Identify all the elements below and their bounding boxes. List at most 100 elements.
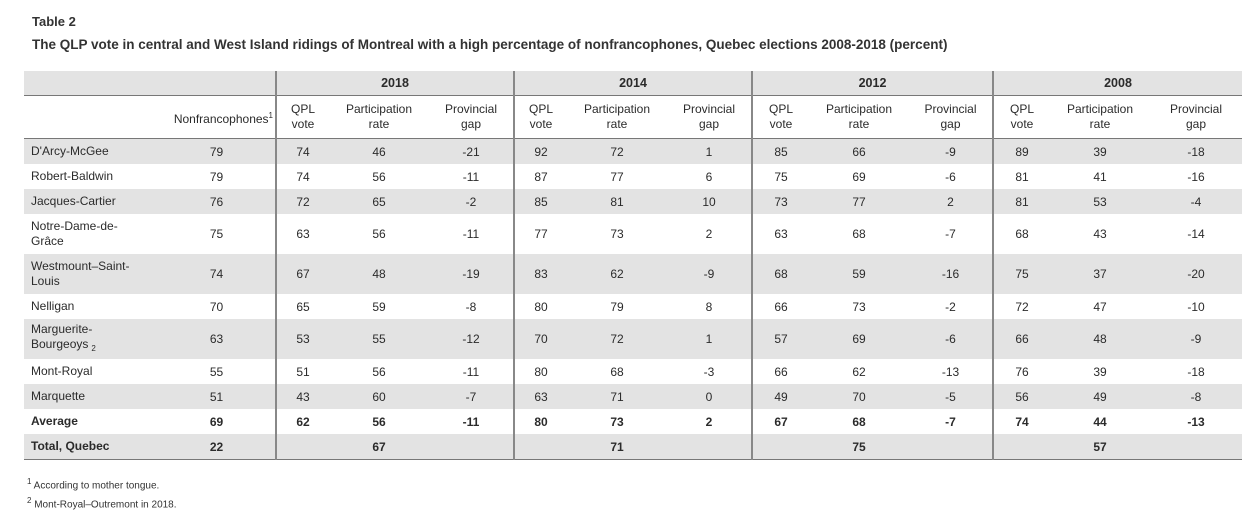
provincial-gap-value: -20 — [1150, 254, 1243, 294]
provincial-gap-value: -18 — [1150, 359, 1243, 384]
provincial-gap-value: 1 — [667, 319, 752, 359]
table-row: Marguerite- Bourgeoys 2 63 53 55 -12 70 72 1 57 69-… — [24, 319, 1243, 359]
empty-cell — [667, 434, 752, 460]
header-line: Provincial — [444, 102, 498, 116]
qpl-vote-value: 43 — [275, 384, 329, 409]
participation-rate-value: 41 — [1050, 164, 1150, 189]
election-table: 2018 2014 2012 2008 Nonfrancophones1 QPL… — [24, 71, 1243, 460]
provincial-gap-value: -10 — [1150, 294, 1243, 319]
qpl-vote-header: QPL vote — [992, 95, 1050, 139]
header-line: vote — [1010, 117, 1034, 131]
header-line: Participation — [583, 102, 651, 116]
nonfranco-value: 75 — [158, 214, 276, 254]
nonfranco-value: 22 — [158, 434, 276, 460]
participation-rate-value: 59 — [809, 254, 909, 294]
table-row: Average 69 62 56 -11 80 73 2 67 68 -7 74 44 -13 — [24, 409, 1243, 434]
qpl-vote-value: 67 — [275, 254, 329, 294]
participation-rate-value: 62 — [567, 254, 667, 294]
provincial-gap-value: -7 — [429, 384, 514, 409]
nonfranco-label: Nonfrancophones — [173, 111, 269, 126]
table-row: Marquette 51 43 60 -7 63 71 0 49 70 -5 56 49 -8 — [24, 384, 1243, 409]
participation-rate-value: 66 — [809, 138, 909, 164]
provincial-gap-value: -16 — [1150, 164, 1243, 189]
qpl-vote-header: QPL vote — [751, 95, 809, 139]
nonfranco-value: 74 — [158, 254, 276, 294]
qpl-vote-value: 66 — [751, 359, 809, 384]
riding-name-line: Notre-Dame-de- — [31, 219, 118, 233]
riding-name: Marguerite- Bourgeoys 2 — [24, 319, 158, 359]
qpl-vote-value: 85 — [513, 189, 567, 214]
provincial-gap-value: -16 — [909, 254, 993, 294]
participation-rate-value: 68 — [567, 359, 667, 384]
footnote-text: Mont-Royal–Outremont in 2018. — [31, 499, 177, 511]
provincial-gap-value: -7 — [909, 214, 993, 254]
qpl-vote-value: 81 — [992, 164, 1050, 189]
participation-rate-value: 53 — [1050, 189, 1150, 214]
participation-rate-value: 81 — [567, 189, 667, 214]
riding-name: Nelligan — [24, 294, 158, 319]
header-line: rate — [606, 117, 628, 131]
provincial-gap-value: -3 — [667, 359, 752, 384]
provincial-gap-value: 0 — [667, 384, 752, 409]
provincial-gap-value: -11 — [429, 359, 514, 384]
table-row: Notre-Dame-de- Grâce 75 63 56 -11 77 73 2 63 68 -7 6… — [24, 214, 1243, 254]
year-header-2018: 2018 — [275, 71, 514, 96]
qpl-vote-value: 73 — [751, 189, 809, 214]
qpl-vote-value: 66 — [751, 294, 809, 319]
corner-cell — [158, 71, 276, 96]
riding-name: Marquette — [24, 384, 158, 409]
qpl-vote-value: 75 — [992, 254, 1050, 294]
qpl-vote-value: 80 — [513, 294, 567, 319]
qpl-vote-value: 87 — [513, 164, 567, 189]
riding-name: Average — [24, 409, 158, 434]
provincial-gap-value: 8 — [667, 294, 752, 319]
header-line: QPL — [768, 102, 793, 116]
riding-name: D'Arcy-McGee — [24, 138, 158, 164]
participation-rate-value: 72 — [567, 319, 667, 359]
provincial-gap-value: -6 — [909, 164, 993, 189]
provincial-gap-value: -14 — [1150, 214, 1243, 254]
participation-rate-value: 77 — [809, 189, 909, 214]
participation-rate-value: 39 — [1050, 138, 1150, 164]
provincial-gap-value: -12 — [429, 319, 514, 359]
footnote-2: 2 Mont-Royal–Outremont in 2018. — [27, 496, 177, 510]
participation-rate-value: 73 — [567, 214, 667, 254]
footnote-number: 1 — [27, 477, 32, 486]
footnote-text: According to mother tongue. — [31, 480, 160, 492]
table-row: Robert-Baldwin 79 74 56 -11 87 77 6 75 69 -6 81 41 -1… — [24, 164, 1243, 189]
corner-cell — [24, 71, 158, 96]
provincial-gap-header: Provincial gap — [429, 95, 514, 139]
qpl-vote-value: 72 — [992, 294, 1050, 319]
empty-cell — [513, 434, 567, 460]
participation-rate-value: 62 — [809, 359, 909, 384]
participation-rate-header: Participation rate — [1050, 95, 1150, 139]
provincial-gap-value: -8 — [1150, 384, 1243, 409]
participation-rate-value: 69 — [809, 319, 909, 359]
qpl-vote-value: 51 — [275, 359, 329, 384]
empty-cell — [429, 434, 514, 460]
qpl-vote-value: 81 — [992, 189, 1050, 214]
qpl-vote-value: 56 — [992, 384, 1050, 409]
empty-cell — [909, 434, 993, 460]
participation-rate-value: 56 — [329, 214, 429, 254]
table-row: D'Arcy-McGee 79 74 46 -21 92 72 1 85 66 -9 89 39 -18 — [24, 138, 1243, 164]
empty-cell — [751, 434, 809, 460]
participation-rate-header: Participation rate — [329, 95, 429, 139]
provincial-gap-header: Provincial gap — [909, 95, 993, 139]
participation-rate-value: 73 — [567, 409, 667, 434]
year-header-2008: 2008 — [991, 71, 1243, 96]
participation-rate-value: 68 — [809, 214, 909, 254]
participation-rate-header: Participation rate — [567, 95, 667, 139]
qpl-vote-value: 53 — [275, 319, 329, 359]
qpl-vote-value: 76 — [992, 359, 1050, 384]
riding-name: Total, Quebec — [24, 434, 158, 460]
table-row: Nelligan 70 65 59 -8 80 79 8 66 73 -2 72 47 -10 — [24, 294, 1243, 319]
provincial-gap-value: -7 — [909, 409, 993, 434]
qpl-vote-header: QPL vote — [513, 95, 567, 139]
participation-rate-value: 47 — [1050, 294, 1150, 319]
participation-rate-value: 65 — [329, 189, 429, 214]
qpl-vote-value: 92 — [513, 138, 567, 164]
participation-rate-value: 71 — [567, 434, 667, 460]
year-header-2012: 2012 — [751, 71, 993, 96]
participation-rate-value: 55 — [329, 319, 429, 359]
